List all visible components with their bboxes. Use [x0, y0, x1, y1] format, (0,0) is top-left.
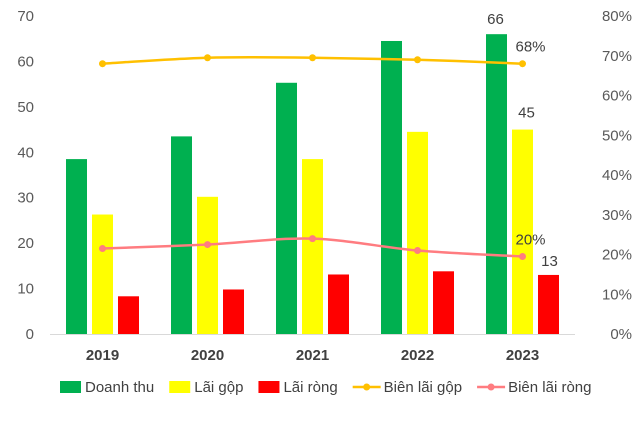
- category-labels: 2019 2020 2021 2022 2023: [86, 347, 539, 364]
- data-label: 20%: [515, 231, 545, 248]
- legend-marker: [487, 383, 495, 391]
- bar: [302, 159, 323, 334]
- right-tick-label: 70%: [602, 48, 632, 65]
- data-labels: 66 45 13 68% 20%: [487, 11, 558, 270]
- right-tick-label: 40%: [602, 167, 632, 184]
- bar: [538, 274, 559, 334]
- right-tick-label: 10%: [602, 286, 632, 303]
- line-point: [204, 54, 211, 62]
- right-tick-label: 30%: [602, 207, 632, 224]
- left-tick-label: 60: [17, 53, 34, 70]
- category-label: 2019: [86, 347, 119, 364]
- line-point: [99, 245, 106, 253]
- line-point: [519, 60, 526, 68]
- legend-swatch: [258, 381, 280, 393]
- line-point: [414, 247, 421, 255]
- data-label: 45: [518, 105, 535, 122]
- legend-label: Biên lãi gộp: [384, 379, 462, 396]
- bar: [66, 159, 87, 334]
- line-point: [309, 235, 316, 243]
- bar: [486, 34, 507, 335]
- line-point: [99, 60, 106, 68]
- bar: [118, 296, 139, 334]
- bar: [328, 274, 349, 334]
- right-axis: 0% 10% 20% 30% 40% 50% 60% 70% 80%: [602, 8, 632, 343]
- line-point: [414, 56, 421, 64]
- legend-label: Biên lãi ròng: [508, 379, 591, 396]
- data-label: 13: [541, 253, 558, 270]
- bar: [512, 129, 533, 334]
- bar: [92, 214, 113, 334]
- legend-label: Lãi ròng: [283, 379, 337, 396]
- category-label: 2023: [506, 347, 539, 364]
- left-tick-label: 20: [17, 235, 34, 252]
- lines: [99, 54, 526, 260]
- legend-swatch: [169, 381, 191, 393]
- bar: [433, 271, 454, 334]
- bar: [276, 82, 297, 334]
- left-tick-label: 50: [17, 99, 34, 116]
- bar: [381, 40, 402, 334]
- legend-marker: [363, 383, 371, 391]
- right-tick-label: 20%: [602, 247, 632, 264]
- category-label: 2021: [296, 347, 329, 364]
- category-label: 2022: [401, 347, 434, 364]
- line-point: [204, 241, 211, 249]
- data-label: 68%: [515, 39, 545, 56]
- bar: [197, 196, 218, 334]
- bar: [171, 136, 192, 334]
- right-tick-label: 50%: [602, 127, 632, 144]
- category-label: 2020: [191, 347, 224, 364]
- bars: [66, 34, 559, 335]
- bar: [407, 131, 428, 334]
- legend-swatch: [60, 381, 81, 393]
- legend-label: Lãi gộp: [194, 379, 243, 396]
- left-tick-label: 10: [17, 281, 34, 298]
- bar: [223, 289, 244, 334]
- legend: Doanh thu Lãi gộp Lãi ròng Biên lãi gộp Biên…: [60, 379, 591, 396]
- line-point: [309, 54, 316, 62]
- right-tick-label: 60%: [602, 88, 632, 105]
- left-tick-label: 70: [17, 8, 34, 25]
- line-point: [519, 252, 526, 260]
- left-tick-label: 0: [26, 326, 34, 343]
- right-tick-label: 0%: [610, 326, 632, 343]
- left-tick-label: 30: [17, 190, 34, 207]
- left-tick-label: 40: [17, 144, 34, 161]
- left-axis: 0 10 20 30 40 50 60 70: [17, 8, 34, 343]
- legend-label: Doanh thu: [85, 379, 154, 396]
- data-label: 66: [487, 11, 504, 28]
- right-tick-label: 80%: [602, 8, 632, 25]
